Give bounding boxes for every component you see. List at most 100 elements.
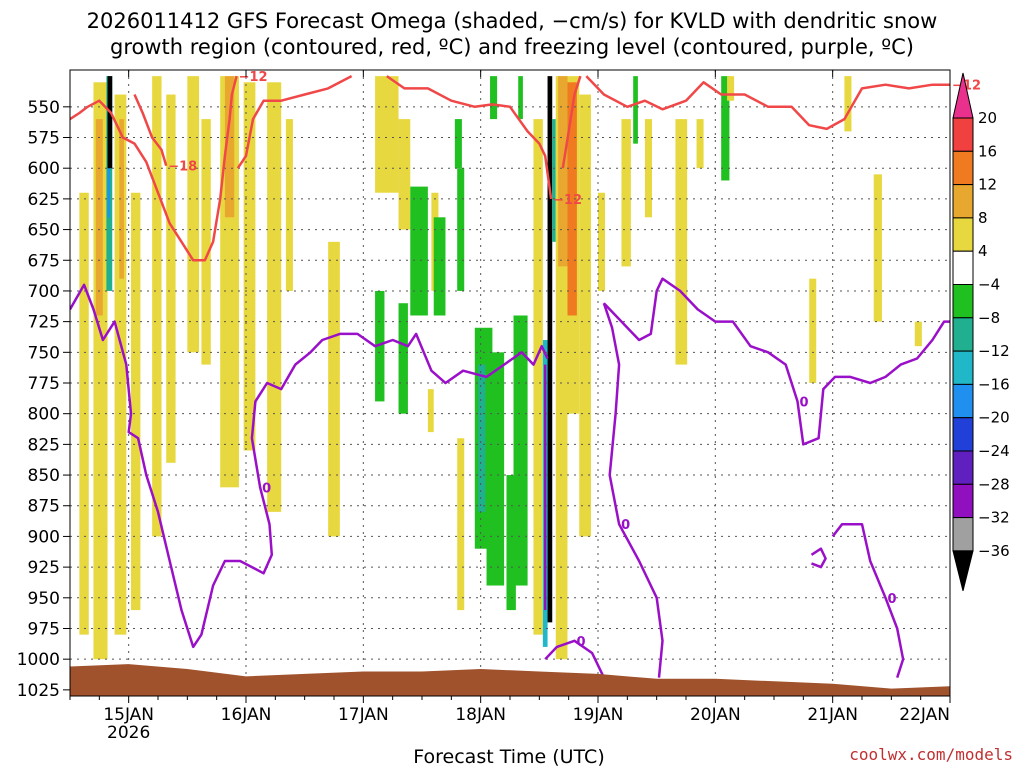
colorbar-segment-10 [952, 417, 974, 452]
y-tick-label-19: 1025 [17, 681, 60, 701]
y-tick-label-8: 750 [28, 343, 60, 363]
omega-blob-23 [410, 186, 428, 316]
dgz-contour-2 [236, 74, 353, 169]
omega-blob-8 [131, 192, 141, 611]
omega-blob-7 [119, 119, 124, 279]
omega-blob-35 [513, 315, 528, 586]
y-tick-label-7: 725 [28, 313, 60, 333]
omega-blob-37 [533, 119, 543, 635]
colorbar-segment-1 [952, 117, 974, 152]
colorbar-segment-8 [952, 350, 974, 385]
dendritic-growth-contours [70, 74, 950, 262]
colorbar-segment-5 [952, 250, 974, 285]
colorbar-label-12: −32 [978, 509, 1010, 527]
dgz-contour-label-1: −18 [168, 160, 197, 175]
dgz-contour-0 [70, 75, 238, 262]
colorbar-segment-2 [952, 150, 974, 186]
y-tick-label-16: 950 [28, 589, 60, 609]
colorbar-label-11: −28 [978, 475, 1010, 493]
y-tick-label-1: 575 [28, 129, 60, 149]
y-tick-label-10: 800 [28, 405, 60, 425]
colorbar-label-5: −4 [978, 276, 1000, 294]
omega-blob-19 [375, 76, 399, 193]
omega-blob-51 [675, 119, 688, 365]
omega-blob-39 [544, 364, 547, 611]
y-tick-label-17: 975 [28, 619, 60, 639]
colorbar: 20 16 12 8 4 −4 −8 −12 −16 −20 −24 −28 −32 −36 [952, 72, 1010, 592]
omega-blob-42 [555, 76, 568, 660]
omega-blob-15 [243, 82, 256, 451]
colorbar-label-7: −12 [978, 342, 1010, 360]
x-tick-label-3: 18JAN [455, 705, 506, 725]
omega-blob-18 [328, 241, 340, 537]
omega-blob-24 [433, 217, 446, 316]
x-tick-label-7: 22JAN [899, 705, 950, 725]
omega-blob-49 [633, 76, 638, 144]
omega-blob-52 [696, 119, 704, 169]
omega-shading [79, 76, 922, 660]
colorbar-segment-7 [952, 317, 974, 352]
omega-blob-48 [621, 119, 631, 267]
omega-blob-11 [187, 76, 200, 353]
omega-blob-58 [914, 321, 922, 347]
omega-blob-6 [114, 94, 127, 635]
omega-blob-56 [844, 76, 852, 132]
y-tick-label-2: 600 [28, 159, 60, 179]
omega-blob-20 [398, 119, 411, 230]
omega-blob-10 [166, 94, 176, 463]
dgz-contour-4 [561, 75, 582, 169]
colorbar-segment-9 [952, 383, 974, 419]
omega-blob-53 [721, 76, 730, 181]
dgz-contour-1 [133, 93, 168, 167]
omega-blob-25 [375, 290, 385, 402]
colorbar-label-9: −20 [978, 409, 1010, 427]
colorbar-segment-4 [952, 217, 974, 252]
x-tick-label-4: 19JAN [573, 705, 624, 725]
omega-blob-31 [478, 364, 486, 512]
omega-blob-40 [547, 76, 553, 623]
y-tick-label-13: 875 [28, 497, 60, 517]
x-tick-label-0: 15JAN [103, 705, 154, 725]
frz-contour-label-3: 0 [799, 395, 808, 410]
colorbar-segment-6 [952, 284, 974, 319]
omega-blob-41 [552, 119, 556, 242]
y-tick-label-0: 550 [28, 98, 60, 118]
dgz-contour-label-0: −12 [239, 70, 268, 85]
ground-fill [70, 664, 950, 696]
frz-contour-5 [810, 547, 827, 569]
colorbar-label-3: 8 [978, 209, 988, 227]
omega-blob-54 [727, 76, 735, 101]
y-tick-label-3: 625 [28, 190, 60, 210]
y-tick-label-14: 900 [28, 527, 60, 547]
dgz-contour-3 [386, 75, 553, 200]
omega-blob-43 [558, 76, 568, 267]
y-tick-label-12: 850 [28, 466, 60, 486]
omega-blob-5 [107, 76, 113, 169]
y-tick-label-18: 1000 [17, 650, 60, 670]
colorbar-segment-3 [952, 184, 974, 219]
colorbar-label-10: −24 [978, 442, 1010, 460]
frz-contour-label-0: 0 [262, 481, 271, 496]
omega-blob-14 [224, 76, 235, 218]
colorbar-label-6: −8 [978, 309, 1000, 327]
frz-contour-label-2: 0 [621, 518, 630, 533]
omega-blob-55 [809, 278, 817, 383]
x-axis-title: Forecast Time (UTC) [413, 746, 604, 768]
frz-contour-0 [70, 283, 549, 649]
omega-blob-17 [285, 119, 293, 291]
omega-blob-21 [427, 389, 434, 433]
frz-contour-4 [831, 522, 905, 678]
frz-contour-2 [602, 302, 664, 678]
omega-blob-12 [201, 119, 211, 365]
omega-blob-34 [506, 475, 516, 611]
omega-blob-57 [873, 174, 882, 322]
y-tick-label-4: 650 [28, 221, 60, 241]
colorbar-segment-12 [952, 483, 974, 519]
y-tick-label-5: 675 [28, 251, 60, 271]
colorbar-segment-13 [952, 517, 974, 552]
y-tick-label-15: 925 [28, 558, 60, 578]
colorbar-label-2: 12 [978, 176, 997, 194]
